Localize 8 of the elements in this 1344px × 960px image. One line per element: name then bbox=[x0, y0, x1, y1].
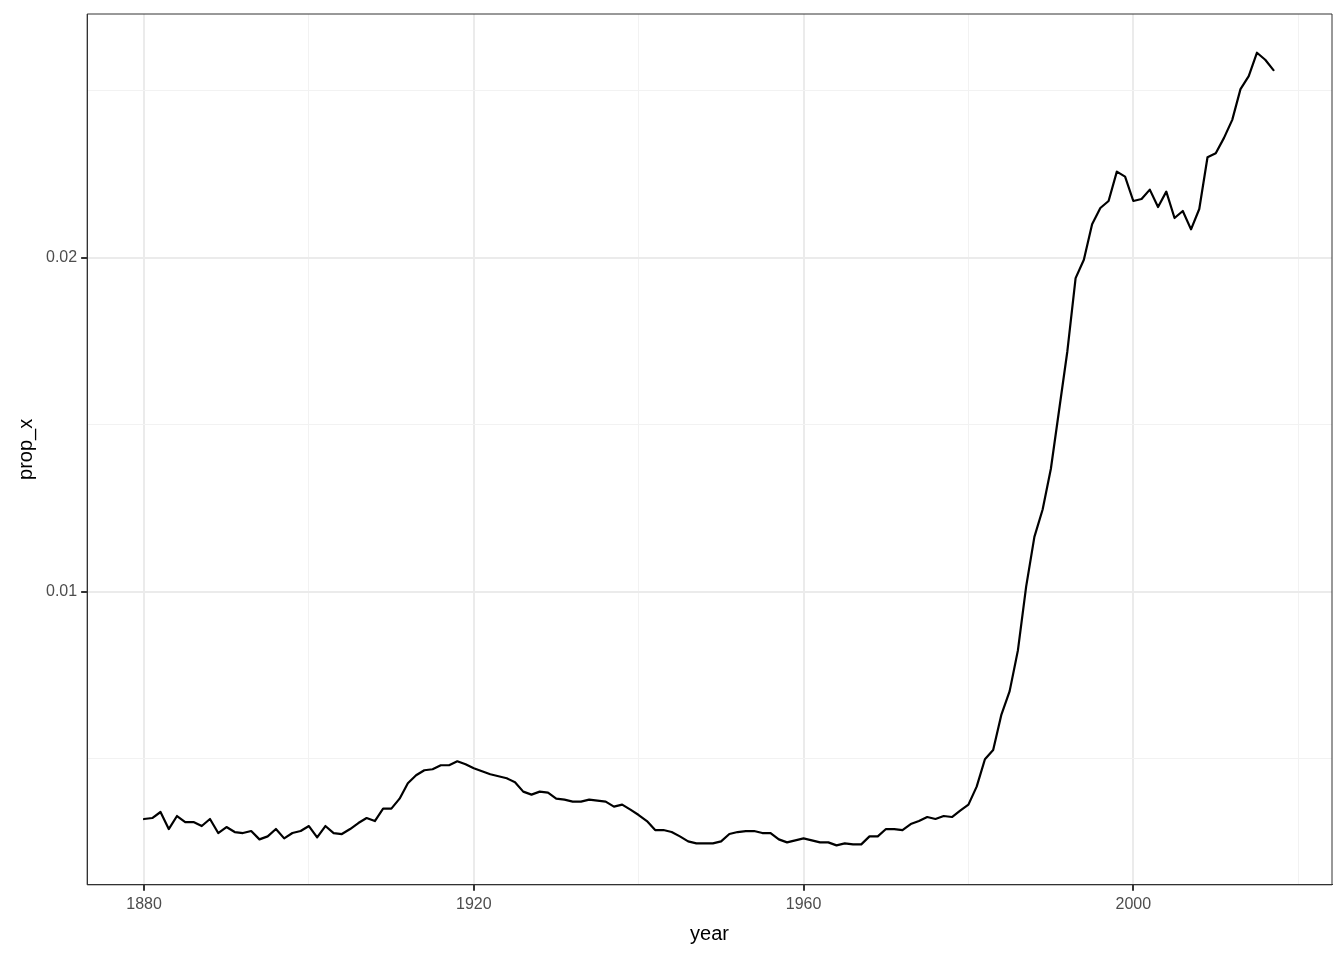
x-tick-label: 1880 bbox=[126, 894, 162, 912]
x-tick-label: 1920 bbox=[455, 894, 492, 912]
x-tick-label: 2000 bbox=[1115, 894, 1152, 912]
y-tick-label: 0.02 bbox=[46, 248, 78, 266]
x-tick-label: 1960 bbox=[785, 894, 822, 912]
y-axis-title: prop_x bbox=[13, 418, 37, 480]
y-tick-label: 0.01 bbox=[46, 582, 78, 600]
x-axis-title: year bbox=[690, 921, 730, 944]
